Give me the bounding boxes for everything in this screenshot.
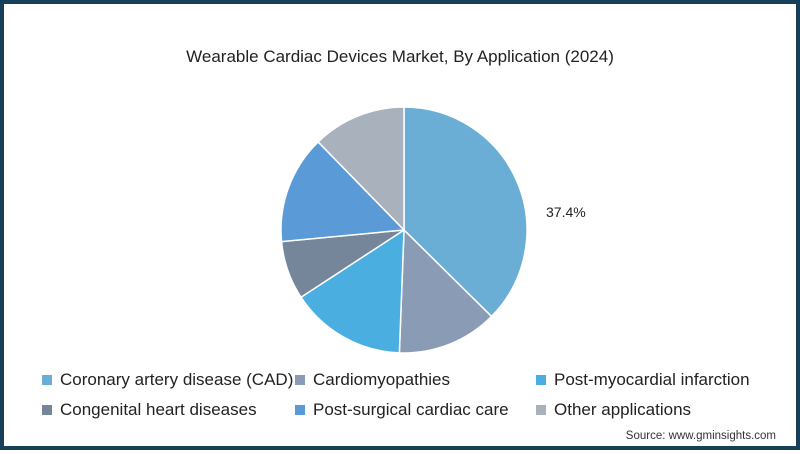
legend-swatch: [536, 405, 546, 415]
pie-slice-cardiomyopathies: [398, 228, 493, 354]
legend-item-post-surgical: Post-surgical cardiac care: [295, 400, 509, 420]
legend-item-congenital: Congenital heart diseases: [42, 400, 257, 420]
pie-slice-other-applications: [317, 106, 405, 232]
legend-item-other: Other applications: [536, 400, 691, 420]
legend-swatch: [42, 405, 52, 415]
pie-slice-post-myocardial-infarction: [299, 228, 405, 354]
pie-slice-post-surgical-cardiac-care: [280, 140, 406, 243]
chart-title: Wearable Cardiac Devices Market, By Appl…: [186, 47, 614, 66]
pie-chart: [280, 106, 528, 354]
legend-swatch: [536, 375, 546, 385]
legend-swatch: [42, 375, 52, 385]
legend-item-cardiomyopathies: Cardiomyopathies: [295, 370, 450, 390]
pie-slice-coronary-artery-disease-cad: [403, 106, 528, 318]
source-credit: Source: www.gminsights.com: [625, 430, 776, 442]
legend-swatch: [295, 405, 305, 415]
legend-swatch: [295, 375, 305, 385]
legend-item-cad: Coronary artery disease (CAD): [42, 370, 293, 390]
cad-percentage-label: 37.4%: [546, 204, 586, 220]
legend-item-post-mi: Post-myocardial infarction: [536, 370, 750, 390]
